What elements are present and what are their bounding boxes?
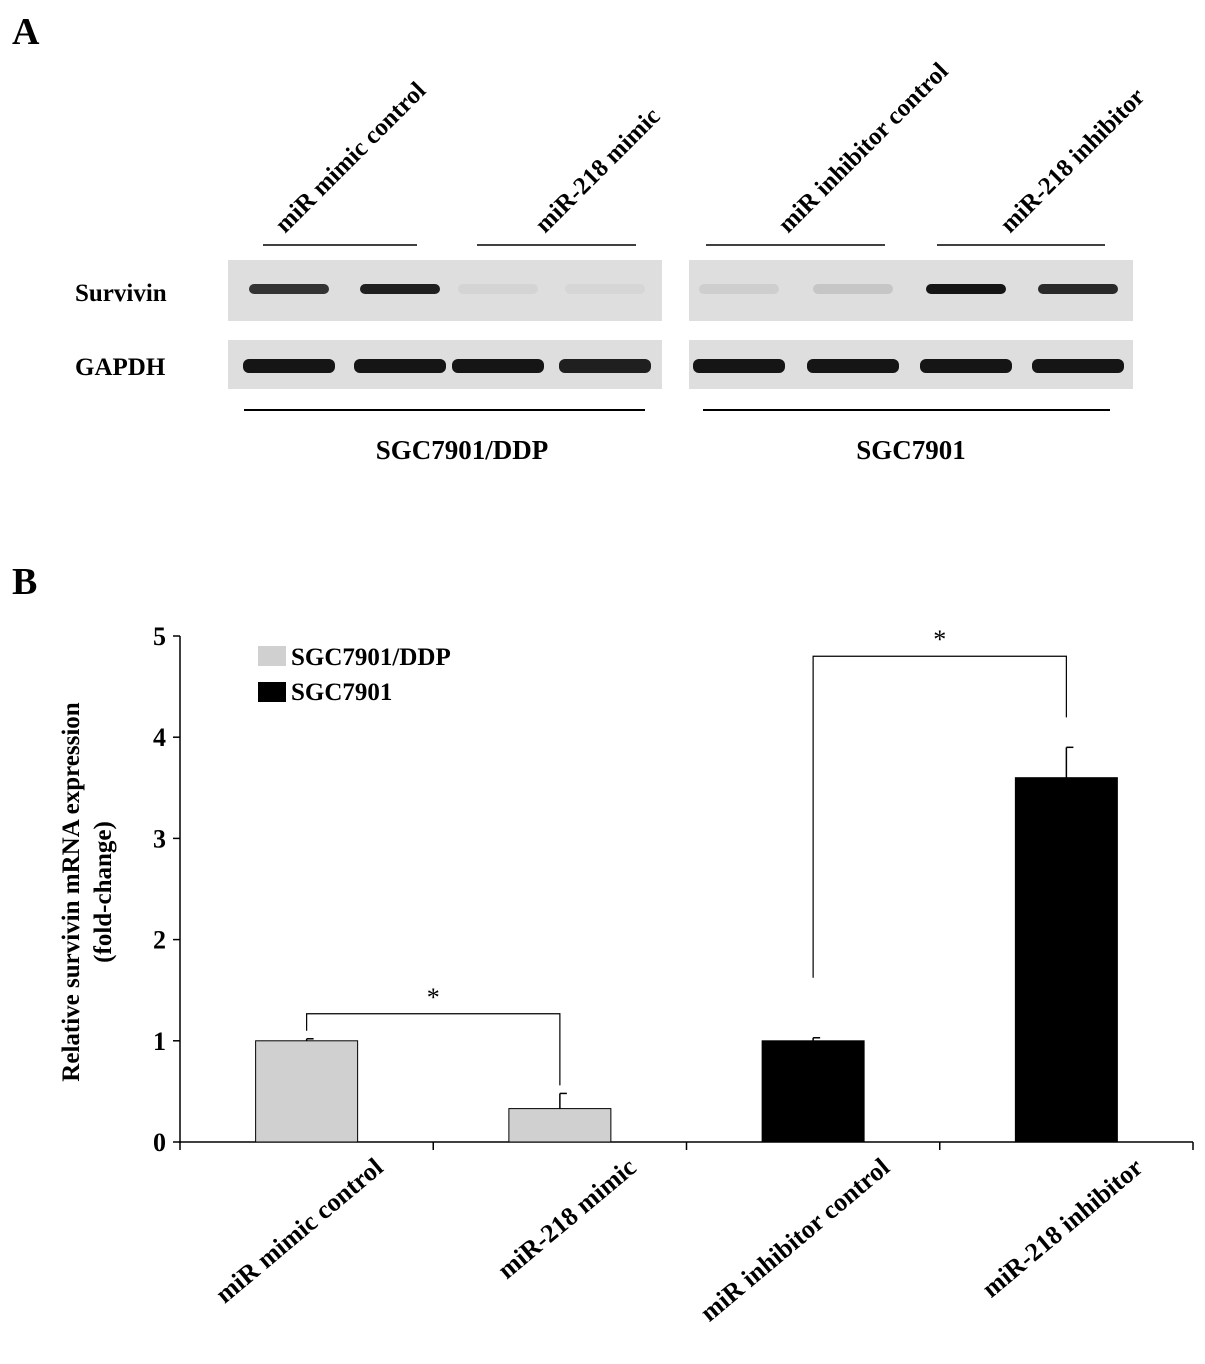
x-tick-label: miR mimic control: [210, 1152, 389, 1309]
y-tick-label: 4: [153, 723, 166, 752]
y-tick-label: 2: [153, 926, 166, 955]
survivin-band: [249, 284, 329, 294]
y-tick-label: 1: [153, 1027, 166, 1056]
y-tick-label: 5: [153, 622, 166, 651]
cell-line-label-sgc: SGC7901: [856, 435, 966, 465]
western-blot: [228, 260, 1133, 389]
significance-star: *: [427, 983, 440, 1012]
legend-swatch-ddp: [258, 646, 286, 666]
survivin-band: [565, 284, 645, 294]
x-tick-label: miR-218 inhibitor: [976, 1152, 1148, 1303]
bar: [508, 1108, 612, 1143]
blot-row-label-gapdh: GAPDH: [75, 354, 166, 381]
gapdh-band: [807, 359, 899, 373]
gapdh-band: [1032, 359, 1124, 373]
gapdh-band: [354, 359, 446, 373]
cell-line-label-ddp: SGC7901/DDP: [376, 435, 549, 465]
legend-label-sgc: SGC7901: [291, 679, 392, 706]
significance-bracket: [812, 655, 1067, 978]
gapdh-band: [559, 359, 651, 373]
bar: [255, 1040, 359, 1143]
panel-a-label: A: [12, 11, 40, 53]
survivin-band: [360, 284, 440, 294]
bar: [1014, 777, 1118, 1143]
y-axis-title-line2: (fold-change): [90, 821, 117, 963]
legend-swatch-sgc: [258, 682, 286, 702]
gapdh-band: [243, 359, 335, 373]
y-axis-title: Relative survivin mRNA expression: [58, 702, 85, 1081]
legend-label-ddp: SGC7901/DDP: [291, 644, 451, 671]
gapdh-band: [452, 359, 544, 373]
blot-group-label-mimic-control: miR mimic control: [270, 77, 431, 238]
x-tick-label: miR inhibitor control: [694, 1152, 894, 1327]
survivin-band: [699, 284, 779, 294]
survivin-band: [458, 284, 538, 294]
blot-group-label-218-inhibitor: miR-218 inhibitor: [995, 83, 1150, 238]
bar: [761, 1040, 865, 1143]
y-tick-label: 0: [153, 1128, 166, 1157]
survivin-band: [926, 284, 1006, 294]
survivin-band: [813, 284, 893, 294]
survivin-band: [1038, 284, 1118, 294]
significance-star: *: [933, 625, 946, 654]
blot-row-label-survivin: Survivin: [75, 280, 167, 307]
gapdh-band: [920, 359, 1012, 373]
blot-group-label-inhibitor-control: miR inhibitor control: [773, 58, 954, 239]
legend: SGC7901/DDP SGC7901: [258, 644, 451, 706]
panel-b-label: B: [12, 561, 37, 603]
gapdh-band: [693, 359, 785, 373]
y-tick-label: 3: [153, 824, 166, 853]
x-tick-label: miR-218 mimic: [492, 1152, 642, 1284]
significance-bracket: [306, 1013, 561, 1086]
blot-group-label-218-mimic: miR-218 mimic: [530, 103, 665, 238]
